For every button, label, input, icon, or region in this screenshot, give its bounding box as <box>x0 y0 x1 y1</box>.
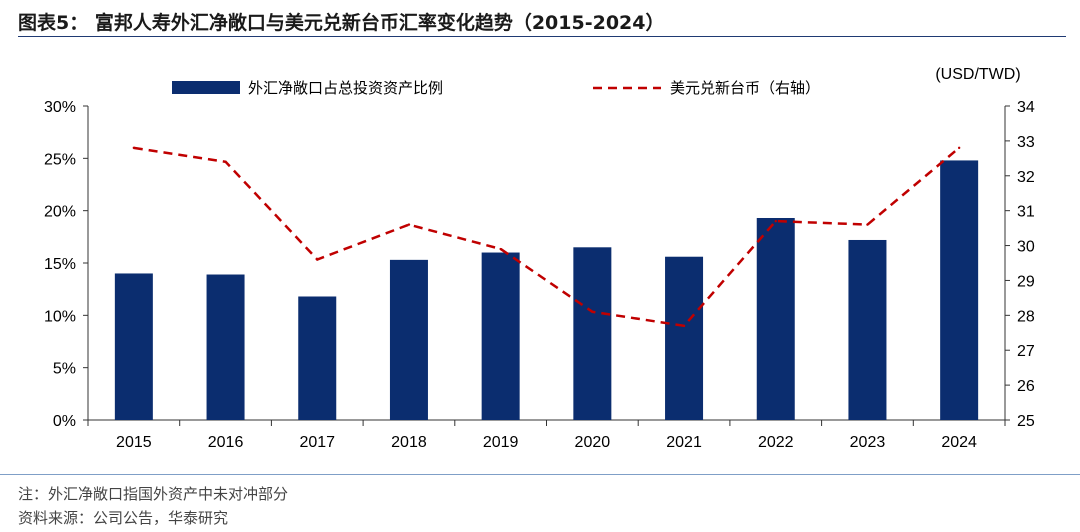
right-axis-unit: (USD/TWD) <box>935 66 1020 83</box>
footer-divider <box>0 474 1080 475</box>
chart-title: 图表5： 富邦人寿外汇净敞口与美元兑新台币汇率变化趋势（2015-2024） <box>18 12 665 34</box>
left-axis-tick-label: 5% <box>53 361 76 378</box>
bar <box>940 160 979 420</box>
x-axis-tick-label: 2016 <box>208 434 244 451</box>
bar-series <box>114 160 979 420</box>
x-axis-tick-label: 2024 <box>941 434 977 451</box>
line-point <box>957 146 961 150</box>
left-axis-tick-label: 20% <box>44 204 76 221</box>
x-axis-tick-label: 2019 <box>483 434 519 451</box>
right-axis-tick-label: 32 <box>1017 169 1035 186</box>
line-point <box>407 223 411 226</box>
chart: 外汇净敞口占总投资资产比例 美元兑新台币（右轴） (USD/TWD) 0% 5% 1… <box>44 66 1035 451</box>
left-axis-tick-label: 30% <box>44 99 76 116</box>
right-axis-tick-label: 31 <box>1017 204 1035 221</box>
x-axis-tick-label: 2023 <box>850 434 886 451</box>
left-axis-tick-label: 25% <box>44 151 76 168</box>
x-axis-tick-label: 2017 <box>299 434 335 451</box>
line-point <box>316 258 319 261</box>
bar <box>756 217 795 420</box>
x-axis-tick-label: 2015 <box>116 434 152 451</box>
line-series <box>132 146 961 328</box>
bar <box>298 296 337 420</box>
right-axis-tick-label: 29 <box>1017 273 1035 290</box>
legend-line-label: 美元兑新台币（右轴） <box>670 80 820 97</box>
exchange-rate-line <box>133 146 960 328</box>
line-point <box>774 219 777 223</box>
line-point <box>132 146 136 150</box>
line-point <box>682 324 686 327</box>
right-axis-tick-label: 26 <box>1017 378 1035 395</box>
line-point <box>224 160 227 164</box>
right-axis-tick-label: 28 <box>1017 308 1035 325</box>
right-axis-tick-label: 33 <box>1017 134 1035 151</box>
line-point <box>499 247 502 251</box>
x-axis-tick-label: 2022 <box>758 434 794 451</box>
source-note: 资料来源：公司公告，华泰研究 <box>18 509 229 527</box>
bar <box>573 247 612 420</box>
footnote: 注：外汇净敞口指国外资产中未对冲部分 <box>18 485 289 503</box>
left-axis-tick-label: 0% <box>53 413 76 430</box>
left-axis-tick-label: 15% <box>44 256 76 273</box>
x-axis-tick-label: 2018 <box>391 434 427 451</box>
legend: 外汇净敞口占总投资资产比例 美元兑新台币（右轴） <box>172 80 820 97</box>
bar <box>389 259 428 420</box>
bar <box>206 274 245 420</box>
right-axis-tick-label: 27 <box>1017 343 1035 360</box>
legend-bar-label: 外汇净敞口占总投资资产比例 <box>248 80 443 97</box>
bar <box>114 273 153 420</box>
left-axis-tick-label: 10% <box>44 308 76 325</box>
legend-bar-swatch <box>172 81 240 94</box>
bar <box>665 256 704 420</box>
bar <box>481 252 520 420</box>
x-axis-tick-label: 2021 <box>666 434 702 451</box>
right-axis-tick-label: 25 <box>1017 413 1035 430</box>
bar <box>848 239 887 420</box>
line-point <box>866 223 869 226</box>
right-axis-tick-label: 30 <box>1017 239 1035 256</box>
line-point <box>591 310 594 314</box>
right-axis-tick-label: 34 <box>1017 99 1035 116</box>
x-axis-tick-label: 2020 <box>575 434 611 451</box>
title-divider <box>18 36 1066 37</box>
